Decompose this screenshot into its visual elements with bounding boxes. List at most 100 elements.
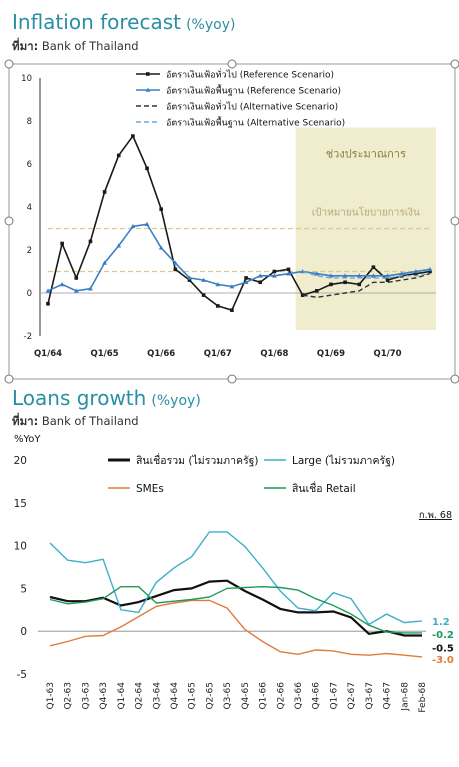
chart2-y-tick-1: 0: [20, 626, 27, 638]
chart2-corner-note: ก.พ. 68: [419, 510, 452, 521]
chart1-y-tick-1: 0: [27, 289, 32, 299]
chart1-y-tick-6: 10: [21, 74, 32, 84]
chart1-point-s0-24: [385, 278, 390, 282]
chart1-point-s1-5: [116, 243, 122, 248]
chart1-x-tick-5: Q1/69: [317, 349, 345, 359]
chart1-point-s0-9: [173, 267, 178, 272]
selection-handle-6: [227, 374, 237, 384]
chart1-point-s0-16: [272, 269, 277, 274]
chart1-unit: (%yoy): [186, 17, 236, 33]
chart1-point-s0-17: [286, 267, 291, 272]
chart2-x-tick-3: Q4-63: [99, 682, 109, 710]
chart2-x-tick-15: Q4-66: [312, 682, 322, 710]
chart2-x-tick-0: Q1-63: [46, 682, 56, 710]
chart2-y-tick-0: -5: [17, 669, 27, 681]
chart2-x-tick-20: Jan-68: [400, 682, 410, 712]
chart1-x-tick-6: Q1/70: [374, 349, 402, 359]
selection-handle-2: [450, 59, 459, 69]
chart2-source-text: Bank of Thailand: [41, 414, 139, 428]
chart1-point-s0-6: [131, 134, 135, 138]
chart1-y-tick-5: 8: [27, 117, 32, 127]
chart2-x-tick-6: Q3-64: [152, 682, 162, 710]
chart2-x-tick-19: Q4-67: [383, 682, 393, 710]
chart1-point-s0-2: [74, 276, 79, 280]
chart2-x-tick-4: Q1-64: [117, 682, 127, 710]
chart1-point-s1-6: [130, 223, 136, 229]
chart1-y-tick-3: 4: [27, 203, 32, 213]
chart1-point-s0-26: [414, 271, 418, 276]
forecast-band-label: ช่วงประมาณการ: [326, 148, 406, 161]
chart1-point-s0-22: [357, 282, 362, 287]
chart1-point-s1-9: [172, 260, 178, 265]
loans-chart: %YoY ก.พ. 68 -5 0 5 10 15 20 Q1-63 Q2-63 Q3-63 Q4-6…: [8, 430, 459, 736]
chart1-legend-marker-0: [146, 72, 150, 76]
chart1-point-s1-14: [243, 279, 249, 285]
chart2-x-tick-7: Q4-64: [170, 682, 180, 710]
chart2-x-tick-10: Q3-65: [223, 682, 233, 710]
chart1-point-s0-5: [116, 153, 121, 158]
chart1-point-s1-15: [257, 273, 263, 278]
chart1-y-tick-4: 6: [27, 160, 32, 170]
chart1-point-s0-13: [230, 308, 234, 312]
chart2-x-tick-5: Q2-64: [135, 682, 145, 710]
chart1-point-s0-18: [300, 293, 305, 297]
chart1-point-s0-15: [258, 280, 263, 285]
chart2-legend-label-3: สินเชื่อ Retail: [292, 481, 356, 495]
chart2-legend-label-1: Large (ไม่รวมภาครัฐ): [292, 454, 395, 467]
chart1-title: Inflation forecast (%yoy): [12, 10, 235, 34]
chart1-point-s1-23: [371, 273, 376, 278]
chart1-point-s1-25: [399, 271, 405, 276]
chart1-y-tick-0: -2: [24, 332, 32, 342]
chart1-point-s1-1: [59, 282, 65, 287]
chart2-series-line-2: [49, 599, 423, 658]
selection-handle-3: [4, 216, 14, 226]
chart2-x-tick-11: Q4-65: [241, 682, 251, 710]
chart1-point-s1-17: [286, 271, 291, 276]
chart2-y-tick-3: 10: [14, 541, 27, 553]
chart2-x-tick-21: Feb-68: [418, 682, 428, 713]
chart1-point-s1-27: [427, 266, 433, 272]
chart2-y-label: %YoY: [14, 434, 41, 445]
chart2-legend-label-2: SMEs: [136, 483, 164, 495]
chart1-point-s0-19: [315, 289, 319, 293]
chart1-x-tick-0: Q1/64: [34, 349, 62, 359]
selection-handle-7: [450, 374, 459, 384]
selection-handle-1: [227, 59, 237, 69]
chart1-point-s1-11: [201, 277, 207, 282]
chart2-series-line-1: [49, 531, 423, 626]
chart2-source: ที่มา: Bank of Thailand: [12, 413, 139, 431]
chart1-x-tick-1: Q1/65: [91, 349, 119, 359]
chart1-point-s1-21: [342, 273, 348, 278]
chart2-x-tick-13: Q2-66: [276, 682, 286, 710]
chart1-point-s0-8: [159, 207, 163, 211]
chart1-point-s0-11: [201, 293, 206, 297]
chart2-series-line-0: [49, 579, 422, 637]
selection-handle-0: [4, 59, 14, 69]
chart1-point-s1-7: [144, 221, 150, 226]
chart1-x-tick-3: Q1/67: [204, 349, 232, 359]
chart2-x-tick-1: Q2-63: [64, 682, 74, 710]
chart1-point-s0-20: [329, 282, 333, 287]
chart1-point-s0-14: [244, 276, 248, 280]
chart2-x-tick-18: Q3-67: [365, 682, 375, 710]
chart2-end-label-2: -0.5: [432, 643, 454, 654]
chart1-point-s0-12: [215, 304, 220, 308]
chart2-series-line-3: [49, 585, 422, 634]
chart2-source-label: ที่มา:: [12, 414, 39, 428]
target-label: เป้าหมายนโยบายการเงิน: [312, 206, 420, 219]
chart1-legend-label-0: อัตราเงินเฟ้อทั่วไป (Reference Scenario): [166, 68, 334, 81]
chart2-x-tick-17: Q2-67: [347, 682, 357, 710]
chart1-point-s1-4: [102, 260, 107, 265]
chart1-point-s1-2: [73, 288, 79, 293]
chart1-series-line-1: [47, 223, 431, 292]
chart2-y-tick-5: 20: [14, 455, 27, 467]
chart2-background: [8, 430, 459, 736]
chart2-legend-label-0: สินเชื่อรวม (ไม่รวมภาครัฐ): [136, 453, 259, 467]
chart2-x-tick-16: Q1-67: [329, 682, 339, 710]
chart2-end-label-0: 1.2: [432, 617, 450, 628]
chart1-legend-label-3: อัตราเงินเฟ้อพื้นฐาน (Alternative Scenar…: [166, 116, 345, 129]
chart1-point-s1-12: [215, 282, 221, 287]
chart1-point-s1-3: [88, 286, 93, 291]
chart1-source-text: Bank of Thailand: [41, 39, 139, 53]
chart2-y-tick-2: 5: [20, 583, 27, 595]
